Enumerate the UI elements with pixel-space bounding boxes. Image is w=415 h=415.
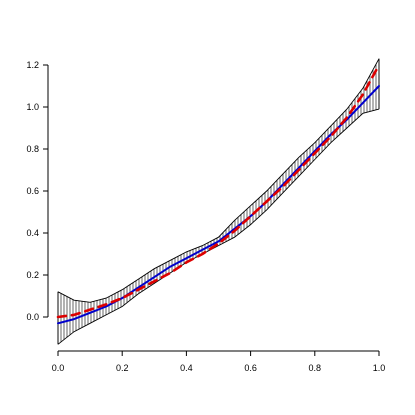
confidence-band	[57, 58, 380, 345]
series-layer	[56, 63, 381, 325]
band-lower-bound	[57, 108, 380, 345]
y-tick-label: 1.2	[26, 60, 39, 70]
dashed-series-line	[56, 63, 381, 319]
axes: 0.0 0.2 0.4 0.6 0.8 1.0 0.0 0.2 0.4 0.6 0.8 1.0 1.2	[26, 60, 385, 373]
x-tick-label: 0.0	[52, 363, 65, 373]
x-tick-label: 0.2	[116, 363, 129, 373]
y-tick-label: 0.6	[26, 186, 39, 196]
y-tick-label: 0.2	[26, 270, 39, 280]
solid-series-line	[57, 85, 380, 325]
band-hatch	[57, 58, 380, 345]
x-tick-label: 0.4	[180, 363, 193, 373]
y-tick-label: 0.4	[26, 228, 39, 238]
y-tick-label: 1.0	[26, 102, 39, 112]
x-tick-label: 0.8	[309, 363, 322, 373]
y-tick-label: 0.8	[26, 144, 39, 154]
y-tick-label: 0.0	[26, 312, 39, 322]
x-tick-label: 0.6	[244, 363, 257, 373]
x-tick-label: 1.0	[373, 363, 386, 373]
band-upper-bound	[57, 58, 380, 303]
